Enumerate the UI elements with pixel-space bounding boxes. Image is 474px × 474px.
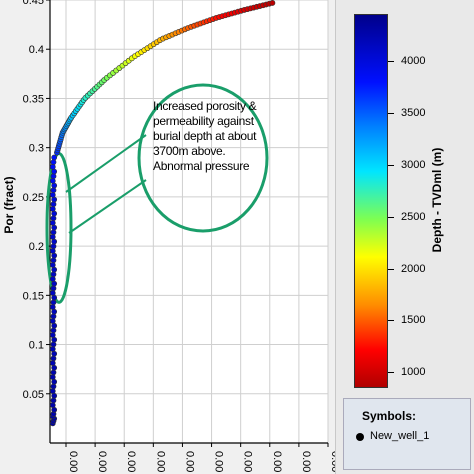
y-tick-label: 0.3: [29, 143, 44, 155]
data-point: [49, 402, 56, 409]
data-point: [49, 220, 56, 226]
data-point: [49, 276, 56, 282]
x-tick-label: 0.00: [183, 451, 195, 472]
legend-title: Symbols:: [362, 409, 417, 423]
colorbar-tick-mark: [388, 268, 394, 270]
data-point: [49, 177, 56, 184]
colorbar-tick-label: 2000: [401, 262, 426, 275]
callout-pointer-line: [68, 179, 147, 234]
colorbar-tick-label: 4000: [401, 54, 426, 67]
colorbar-tick-mark: [388, 112, 394, 114]
colorbar-tick-mark: [388, 216, 394, 218]
x-tick-label: 0.00: [125, 451, 137, 472]
data-point: [49, 206, 56, 212]
data-point: [50, 257, 57, 264]
data-point: [49, 318, 56, 324]
colorbar-tick-label: 2500: [401, 210, 426, 223]
data-point: [49, 346, 56, 352]
colorbar-tick-label: 1000: [401, 366, 426, 379]
legend-marker-icon: [356, 433, 364, 441]
colorbar-title: Depth - TVDml (m): [430, 147, 444, 253]
data-point: [50, 271, 57, 278]
data-point: [49, 374, 56, 380]
y-tick-label: 0.45: [23, 0, 44, 7]
data-point: [50, 215, 57, 222]
data-point: [49, 332, 56, 338]
data-point: [50, 285, 57, 292]
data-point: [50, 159, 57, 166]
annotation-line: burial depth at about: [153, 129, 257, 143]
x-tick-label: 0.00: [242, 451, 254, 472]
annotation-line: 3700m above.: [153, 144, 226, 158]
callout-pointer-line: [65, 134, 147, 193]
data-point: [49, 290, 56, 296]
data-point: [50, 397, 57, 404]
colorbar-tick-mark: [388, 60, 394, 62]
data-point: [49, 163, 56, 170]
colorbar-tick-label: 3000: [401, 158, 426, 171]
data-point: [50, 383, 57, 390]
x-tick-label: 0.00: [271, 451, 283, 472]
data-point: [50, 299, 57, 306]
y-axis-label: Por (fract): [2, 176, 16, 234]
annotation-line: permeability against: [153, 114, 254, 128]
data-point: [49, 191, 56, 198]
data-point: [49, 388, 56, 395]
data-point: [50, 187, 57, 194]
annotation-line: Abnormal pressure: [153, 159, 250, 173]
colorbar-tick-mark: [388, 372, 394, 374]
data-point: [49, 262, 56, 268]
data-point: [49, 360, 56, 366]
data-point: [50, 327, 57, 334]
plot-background: [50, 0, 328, 443]
data-point: [51, 154, 58, 161]
data-point: [50, 341, 57, 348]
colorbar-tick-label: 3500: [401, 106, 426, 119]
scatter-plot: 0.05 0.1 0.15 0.2 0.25 0.3 0.35 0.4 0.45 0.00 0.00…: [23, 0, 335, 472]
data-point: [49, 304, 56, 310]
x-tick-label: 0.00: [154, 451, 166, 472]
legend-entry-label: New_well_1: [370, 430, 430, 442]
y-tick-label: 0.25: [23, 192, 44, 204]
legend-box: Symbols: New_well_1: [343, 398, 471, 470]
data-point: [50, 355, 57, 362]
depth-colorbar: [354, 14, 388, 388]
data-point: [49, 234, 56, 240]
x-tick-label: 0.00: [67, 451, 79, 472]
x-tick-label: 0.00: [300, 451, 312, 472]
y-tick-label: 0.2: [29, 241, 44, 253]
x-tick-label: 0.00: [96, 451, 108, 472]
data-point: [50, 173, 57, 180]
annotation-text: Increased porosity & permeability agains…: [153, 99, 263, 174]
y-tick-label: 0.1: [29, 340, 44, 352]
data-point: [49, 248, 56, 254]
y-tick-label: 0.05: [23, 389, 44, 401]
data-point: [50, 229, 57, 236]
data-point: [50, 201, 57, 208]
x-tick-label: 0.00: [329, 451, 335, 472]
callout-ellipse: [137, 83, 269, 233]
y-tick-label: 0.4: [29, 44, 44, 56]
colorbar-tick-label: 1500: [401, 314, 426, 327]
y-tick-label: 0.35: [23, 93, 44, 105]
plot-area: 0.05 0.1 0.15 0.2 0.25 0.3 0.35 0.4 0.45 0.00 0.00…: [0, 0, 335, 474]
annotation-line: Increased porosity &: [153, 99, 257, 113]
x-tick-label: 0.00: [213, 451, 225, 472]
data-point: [50, 313, 57, 320]
colorbar-tick-mark: [388, 164, 394, 166]
data-point: [50, 243, 57, 250]
y-tick-label: 0.15: [23, 290, 44, 302]
colorbar-tick-mark: [388, 320, 394, 322]
data-point: [269, 0, 276, 6]
data-point: [50, 369, 57, 376]
